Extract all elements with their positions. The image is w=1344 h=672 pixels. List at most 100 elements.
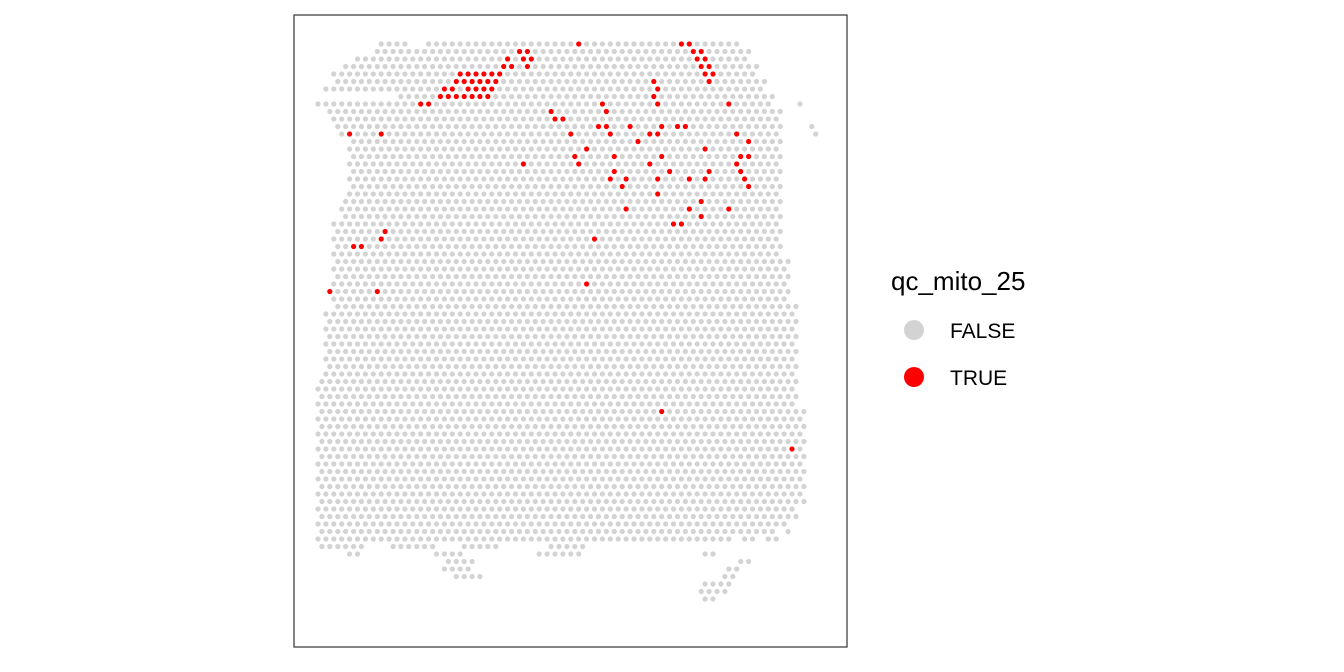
point-false xyxy=(682,108,689,115)
point-false xyxy=(722,483,728,490)
point-false xyxy=(390,243,396,250)
point-false xyxy=(552,491,558,497)
point-false xyxy=(710,446,716,452)
point-false xyxy=(362,131,368,137)
point-false xyxy=(619,453,625,460)
point-false xyxy=(560,356,566,362)
point-false xyxy=(398,363,404,370)
point-false xyxy=(560,461,566,467)
point-false xyxy=(686,116,692,122)
point-false xyxy=(426,71,432,77)
point-false xyxy=(706,288,712,295)
point-false xyxy=(437,498,443,505)
point-false xyxy=(603,93,610,100)
point-false xyxy=(718,296,724,302)
point-false xyxy=(738,408,744,415)
point-false xyxy=(667,93,673,100)
point-false xyxy=(734,566,740,572)
point-false xyxy=(639,101,645,107)
point-false xyxy=(315,101,321,107)
point-false xyxy=(489,416,495,422)
point-false xyxy=(374,108,380,115)
point-false xyxy=(544,71,550,77)
point-false xyxy=(595,498,602,505)
point-false xyxy=(485,348,491,355)
point-false xyxy=(489,521,495,527)
point-false xyxy=(643,123,649,130)
point-false xyxy=(540,183,546,190)
point-false xyxy=(426,431,432,437)
point-false xyxy=(738,48,744,55)
point-false xyxy=(576,401,582,407)
point-false xyxy=(449,491,455,497)
point-false xyxy=(512,116,519,122)
point-false xyxy=(493,378,499,385)
point-false xyxy=(603,258,610,265)
point-false xyxy=(501,423,507,430)
point-false xyxy=(461,123,467,130)
point-false xyxy=(686,146,692,152)
point-false xyxy=(497,236,503,242)
point-false xyxy=(647,356,653,362)
point-true xyxy=(655,191,661,197)
point-false xyxy=(572,273,578,280)
point-false xyxy=(690,423,696,430)
point-false xyxy=(362,56,368,62)
point-false xyxy=(647,116,653,122)
point-false xyxy=(730,153,736,160)
point-false xyxy=(394,476,400,482)
point-false xyxy=(512,176,519,182)
point-false xyxy=(714,453,720,460)
point-false xyxy=(753,138,760,145)
point-false xyxy=(520,206,527,212)
point-false xyxy=(710,506,716,512)
point-false xyxy=(659,378,665,385)
point-false xyxy=(710,596,716,602)
point-false xyxy=(773,281,779,287)
point-false xyxy=(690,408,696,415)
point-false xyxy=(773,461,779,467)
point-false xyxy=(540,303,546,310)
point-false xyxy=(584,236,590,242)
point-false xyxy=(797,476,803,482)
point-false xyxy=(544,56,550,62)
point-false xyxy=(670,131,677,137)
point-false xyxy=(465,161,471,167)
point-false xyxy=(749,131,756,137)
point-false xyxy=(749,521,756,527)
point-false xyxy=(560,56,566,62)
point-false xyxy=(722,393,728,400)
point-false xyxy=(635,63,641,70)
point-false xyxy=(441,551,447,557)
point-false xyxy=(477,543,483,550)
point-false xyxy=(358,213,364,220)
point-true xyxy=(378,131,384,137)
point-false xyxy=(710,266,716,272)
point-false xyxy=(410,56,416,62)
point-false xyxy=(501,483,507,490)
point-false xyxy=(390,423,396,430)
point-false xyxy=(493,213,499,220)
point-false xyxy=(670,536,677,542)
point-false xyxy=(402,356,408,362)
point-false xyxy=(655,491,661,497)
point-false xyxy=(366,393,372,400)
point-false xyxy=(347,251,353,257)
point-false xyxy=(631,506,637,512)
point-false xyxy=(753,453,760,460)
point-false xyxy=(512,251,519,257)
point-false xyxy=(394,131,400,137)
point-false xyxy=(702,341,708,347)
point-false xyxy=(580,213,586,220)
point-false xyxy=(584,101,590,107)
point-false xyxy=(354,296,361,302)
point-false xyxy=(777,438,783,445)
point-false xyxy=(801,483,807,490)
point-true xyxy=(651,93,657,100)
point-false xyxy=(738,438,744,445)
point-false xyxy=(520,236,527,242)
point-false xyxy=(382,498,388,505)
point-false xyxy=(544,116,550,122)
point-true xyxy=(686,41,692,47)
point-false xyxy=(659,483,665,490)
